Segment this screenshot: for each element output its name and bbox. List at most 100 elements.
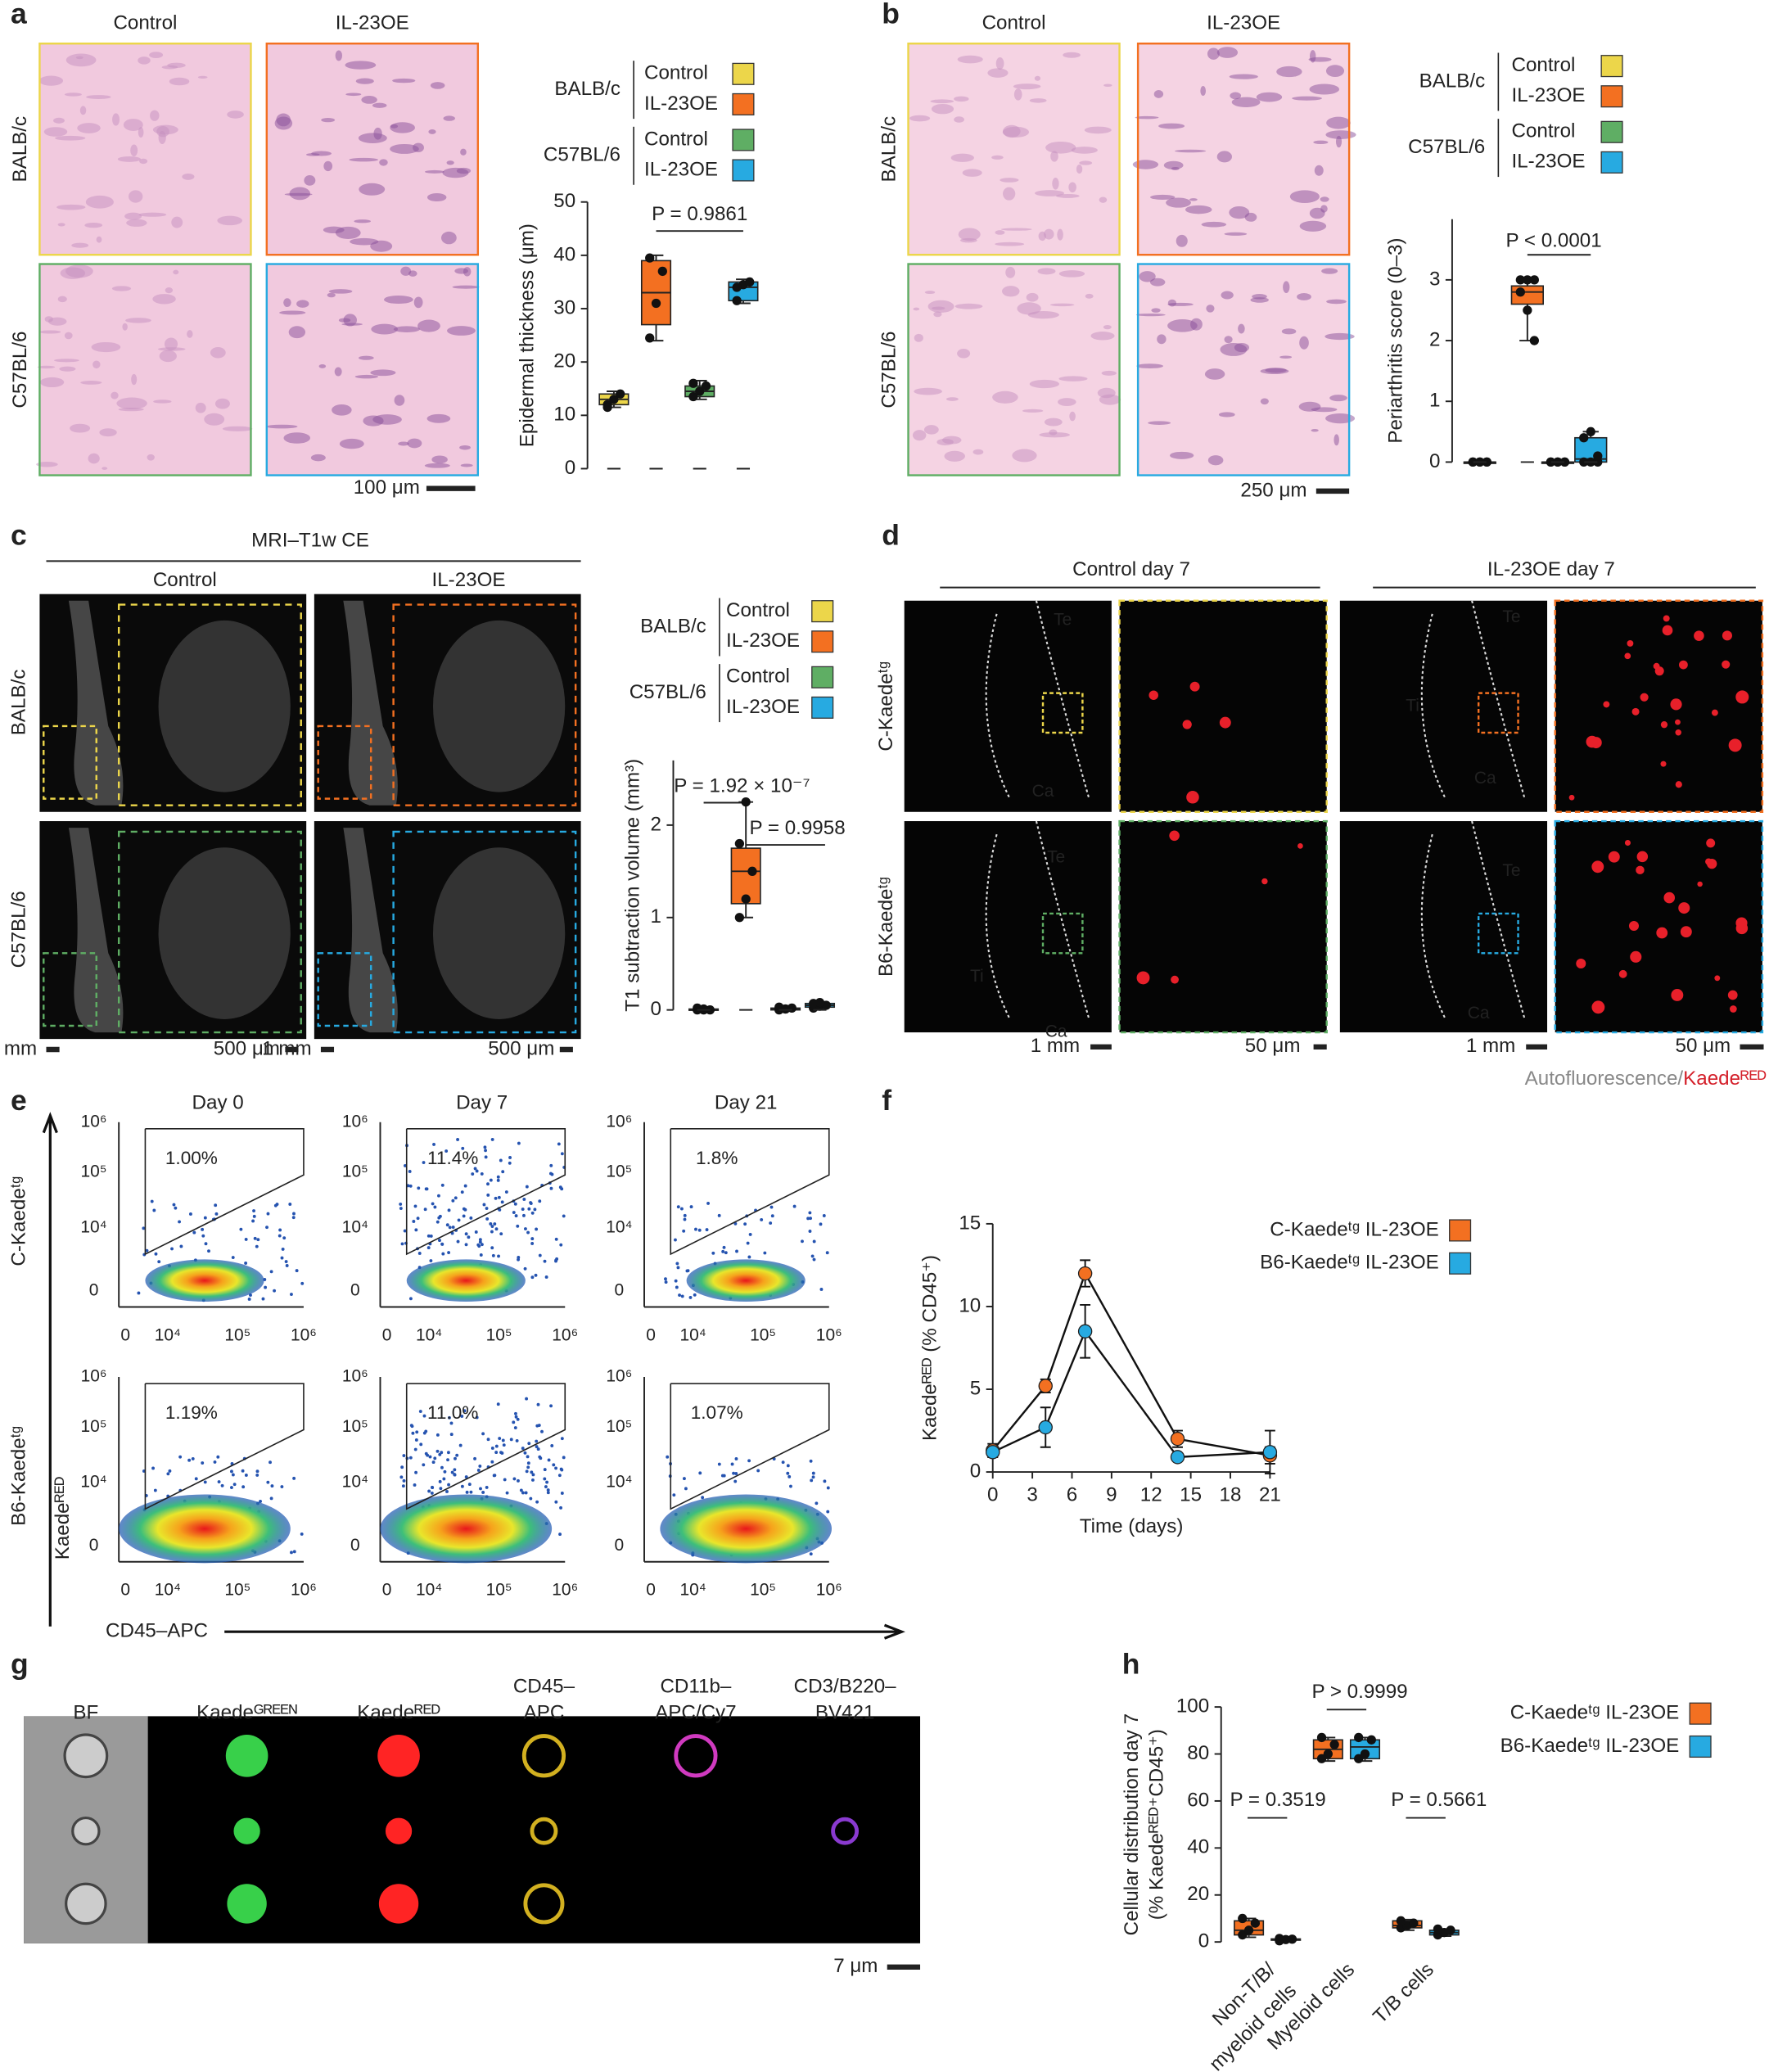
legend-label: Control bbox=[1511, 120, 1575, 142]
y-tick-label: 80 bbox=[1187, 1742, 1209, 1764]
arrow bbox=[42, 1112, 58, 1627]
y-axis-label: (% Kaedeᴿᴱᴰ⁺CD45⁺) bbox=[1146, 1729, 1168, 1920]
event bbox=[440, 1183, 445, 1187]
event bbox=[168, 1469, 172, 1473]
event bbox=[674, 1238, 677, 1242]
cell bbox=[1219, 716, 1231, 729]
tissue bbox=[995, 56, 1004, 70]
point bbox=[1366, 1735, 1376, 1745]
tissue bbox=[126, 219, 147, 227]
event bbox=[477, 1244, 481, 1248]
scale-label: 500 μm bbox=[488, 1037, 554, 1059]
tissue bbox=[1231, 97, 1261, 108]
event bbox=[531, 1478, 535, 1482]
event bbox=[515, 1438, 519, 1442]
point bbox=[986, 1445, 1000, 1460]
point bbox=[1433, 1924, 1443, 1934]
limb bbox=[343, 600, 398, 806]
tissue bbox=[390, 124, 399, 129]
event bbox=[445, 1149, 449, 1153]
event bbox=[554, 1237, 558, 1241]
tissue bbox=[954, 303, 983, 309]
y-tick-label: 10 bbox=[553, 404, 575, 426]
event bbox=[255, 1244, 259, 1248]
event bbox=[537, 1424, 541, 1427]
gate-percent: 11.0% bbox=[427, 1402, 478, 1423]
event bbox=[826, 1486, 830, 1490]
column-label: Control bbox=[113, 11, 177, 34]
event bbox=[717, 1213, 721, 1217]
event bbox=[514, 1411, 517, 1415]
event bbox=[693, 1293, 697, 1297]
event bbox=[403, 1163, 407, 1167]
event bbox=[546, 1488, 550, 1492]
event bbox=[469, 1490, 473, 1494]
event bbox=[478, 1465, 482, 1468]
event bbox=[431, 1460, 435, 1465]
event bbox=[285, 1264, 289, 1267]
point bbox=[1579, 457, 1589, 467]
fluorescence bbox=[1555, 600, 1762, 812]
point bbox=[1354, 1754, 1364, 1763]
point bbox=[747, 866, 757, 876]
event bbox=[244, 1237, 248, 1241]
event bbox=[684, 1487, 688, 1491]
tissue bbox=[914, 387, 942, 395]
event bbox=[557, 1474, 562, 1478]
gate bbox=[144, 1383, 305, 1510]
event bbox=[192, 1230, 196, 1235]
event bbox=[416, 1217, 420, 1221]
event bbox=[786, 1471, 790, 1475]
event bbox=[460, 1190, 464, 1194]
legend-swatch bbox=[1449, 1252, 1472, 1275]
event bbox=[214, 1203, 218, 1208]
y-tick-label: 15 bbox=[959, 1212, 981, 1234]
event bbox=[688, 1295, 693, 1299]
cell bbox=[1631, 707, 1640, 715]
event bbox=[203, 1480, 207, 1484]
tick-label: 10⁶ bbox=[552, 1581, 578, 1600]
event bbox=[674, 1279, 678, 1283]
event bbox=[479, 1487, 482, 1491]
inset-box bbox=[43, 725, 97, 800]
event bbox=[512, 1420, 516, 1424]
tissue bbox=[1022, 409, 1044, 413]
event bbox=[295, 1269, 299, 1273]
x-tick-label: 9 bbox=[1106, 1483, 1117, 1505]
event bbox=[247, 1298, 251, 1301]
event bbox=[697, 1228, 702, 1232]
event bbox=[290, 1551, 293, 1555]
cell bbox=[1576, 959, 1586, 969]
tissue bbox=[165, 287, 174, 294]
event bbox=[414, 1470, 418, 1474]
cell bbox=[1675, 729, 1681, 736]
tissue bbox=[158, 130, 166, 144]
event bbox=[819, 1288, 824, 1291]
tissue bbox=[147, 454, 155, 461]
column-label: IL-23OE bbox=[432, 569, 506, 591]
tissue bbox=[1055, 193, 1080, 198]
cell bbox=[1727, 990, 1738, 1000]
tissue bbox=[909, 115, 931, 122]
event bbox=[535, 1500, 539, 1504]
column-label: Day 21 bbox=[715, 1092, 778, 1114]
tick-label: 10⁴ bbox=[680, 1581, 706, 1600]
event bbox=[216, 1455, 220, 1459]
event bbox=[453, 1473, 457, 1477]
event bbox=[496, 1178, 500, 1182]
event bbox=[698, 1471, 702, 1475]
tissue bbox=[96, 236, 102, 243]
cell bbox=[1608, 851, 1620, 863]
cell bbox=[1656, 927, 1668, 939]
event bbox=[809, 1552, 813, 1556]
event bbox=[492, 1474, 496, 1478]
tissue bbox=[1238, 323, 1245, 334]
event bbox=[743, 1222, 747, 1226]
legend-group: C57BL/6 bbox=[1408, 136, 1485, 158]
cell bbox=[1636, 865, 1645, 875]
y-tick-label: 2 bbox=[1429, 328, 1440, 350]
tissue bbox=[1101, 370, 1117, 376]
event bbox=[486, 1193, 490, 1197]
event bbox=[145, 1248, 149, 1253]
tissue bbox=[1084, 126, 1112, 134]
